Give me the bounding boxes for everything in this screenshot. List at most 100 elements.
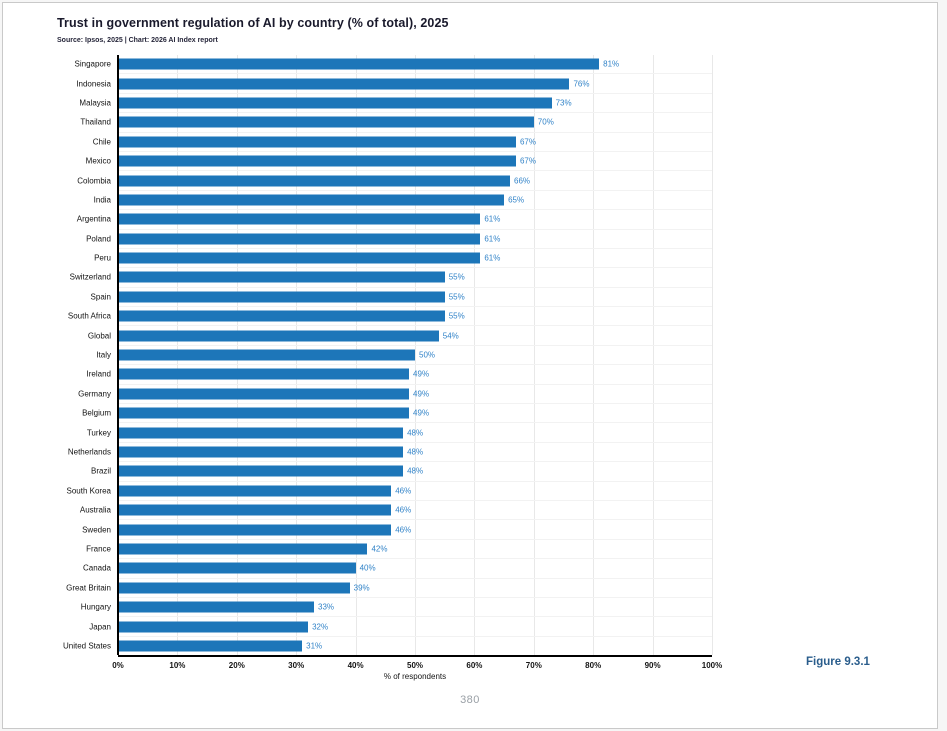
category-label: Australia bbox=[79, 505, 111, 515]
chart-row: Belgium 49% bbox=[82, 403, 712, 422]
value-label: 76% bbox=[573, 79, 590, 89]
chart-row: Sweden 46% bbox=[82, 519, 712, 538]
chart-row: Mexico 67% bbox=[86, 150, 712, 170]
chart-row: Malaysia 73% bbox=[79, 92, 712, 112]
x-axis-title: % of respondents bbox=[383, 672, 447, 681]
value-label: 48% bbox=[407, 428, 424, 438]
bar bbox=[118, 543, 368, 555]
category-label: Canada bbox=[82, 563, 111, 573]
x-tick-label: 100% bbox=[701, 661, 723, 670]
category-label: South Korea bbox=[66, 486, 111, 496]
chart-row: Colombia 66% bbox=[77, 170, 712, 189]
x-tick-label: 80% bbox=[585, 661, 602, 670]
chart-row: Argentina 61% bbox=[77, 209, 712, 228]
value-label: 81% bbox=[603, 59, 620, 69]
bar bbox=[118, 465, 404, 477]
category-label: France bbox=[86, 544, 111, 554]
bar bbox=[118, 194, 505, 206]
chart-row: Spain 55% bbox=[91, 286, 712, 306]
value-label: 55% bbox=[448, 292, 465, 302]
value-label: 61% bbox=[484, 214, 501, 224]
gridline bbox=[474, 55, 476, 655]
category-label: Hungary bbox=[80, 602, 111, 612]
bar bbox=[118, 330, 439, 342]
value-label: 48% bbox=[407, 447, 424, 457]
category-label: South Africa bbox=[67, 311, 111, 321]
bar bbox=[118, 582, 350, 594]
category-label: Argentina bbox=[76, 214, 111, 224]
value-label: 46% bbox=[395, 505, 412, 515]
chart-row: Indonesia 76% bbox=[76, 73, 712, 92]
chart-row: Italy 50% bbox=[96, 344, 712, 364]
value-label: 48% bbox=[407, 466, 424, 476]
category-label: Sweden bbox=[82, 525, 111, 535]
category-label: Ireland bbox=[86, 369, 111, 379]
x-tick-label: 10% bbox=[169, 661, 186, 670]
bar bbox=[118, 349, 415, 361]
chart-row: Hungary 33% bbox=[81, 596, 712, 616]
x-tick-label: 70% bbox=[525, 661, 542, 670]
chart-row: South Korea 46% bbox=[67, 480, 712, 500]
category-label: Thailand bbox=[80, 117, 111, 127]
category-label: Netherlands bbox=[67, 447, 111, 457]
value-label: 32% bbox=[312, 622, 329, 632]
gridline bbox=[593, 55, 595, 655]
chart-row: Global 54% bbox=[88, 325, 712, 344]
category-label: Switzerland bbox=[69, 272, 111, 282]
chart-row: Netherlands 48% bbox=[68, 441, 712, 461]
bar bbox=[118, 271, 445, 283]
bar bbox=[118, 368, 410, 380]
category-label: Mexico bbox=[85, 156, 111, 166]
category-label: Brazil bbox=[90, 466, 111, 476]
bar bbox=[118, 213, 481, 225]
page-number: 380 bbox=[460, 694, 480, 706]
y-axis-line bbox=[117, 55, 119, 655]
category-label: Peru bbox=[94, 253, 111, 263]
value-label: 55% bbox=[448, 272, 465, 282]
category-label: Chile bbox=[92, 137, 111, 147]
value-label: 70% bbox=[537, 117, 554, 127]
chart-row: Ireland 49% bbox=[87, 364, 712, 383]
chart-row: Australia 46% bbox=[80, 499, 712, 519]
bar bbox=[118, 427, 404, 439]
category-label: Belgium bbox=[82, 408, 111, 418]
bar bbox=[118, 407, 410, 419]
gridline bbox=[533, 55, 535, 655]
bar bbox=[118, 640, 303, 652]
value-label: 46% bbox=[395, 525, 412, 535]
chart-row: Japan 32% bbox=[89, 616, 712, 635]
x-tick-label: 50% bbox=[406, 661, 424, 670]
bar bbox=[118, 621, 309, 633]
bar bbox=[118, 562, 356, 574]
value-label: 73% bbox=[555, 98, 572, 108]
chart-row: Switzerland 55% bbox=[70, 267, 712, 286]
chart-title: Trust in government regulation of AI by … bbox=[57, 16, 449, 30]
category-label: India bbox=[93, 195, 111, 205]
category-label: Great Britain bbox=[66, 583, 111, 593]
value-label: 55% bbox=[448, 311, 465, 321]
value-label: 39% bbox=[353, 583, 370, 593]
bar bbox=[118, 233, 481, 245]
category-label: Indonesia bbox=[76, 79, 111, 89]
value-label: 65% bbox=[508, 195, 525, 205]
x-tick-label: 30% bbox=[288, 661, 305, 670]
chart-row: Great Britain 39% bbox=[66, 577, 712, 597]
bar bbox=[118, 291, 445, 303]
chart-row: Brazil 48% bbox=[91, 461, 712, 480]
bar bbox=[118, 175, 511, 187]
bar bbox=[118, 116, 534, 128]
chart-row: Germany 49% bbox=[78, 383, 712, 403]
value-label: 49% bbox=[413, 389, 430, 399]
bar bbox=[118, 601, 315, 613]
category-label: Singapore bbox=[74, 59, 111, 69]
value-label: 66% bbox=[514, 176, 531, 186]
category-label: Spain bbox=[90, 292, 111, 302]
value-label: 40% bbox=[359, 563, 376, 573]
chart-row: Singapore 81% bbox=[75, 55, 712, 73]
category-label: Japan bbox=[89, 622, 111, 632]
x-tick-label: 40% bbox=[347, 661, 364, 670]
value-label: 49% bbox=[413, 369, 430, 379]
category-label: Colombia bbox=[77, 176, 111, 186]
bar bbox=[118, 485, 392, 497]
